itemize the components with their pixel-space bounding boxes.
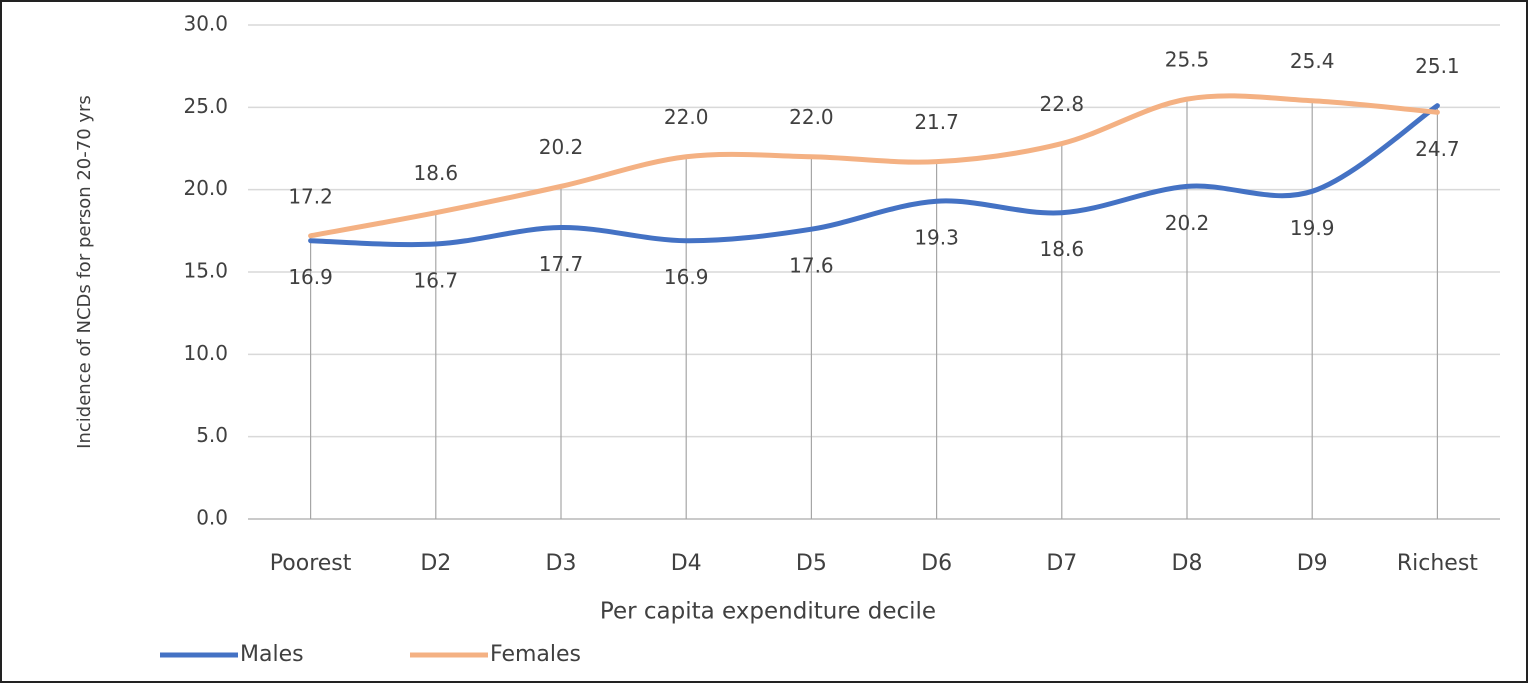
data-label: 22.0 (789, 105, 834, 129)
x-tick-label: D8 (1172, 551, 1203, 576)
data-label: 17.6 (789, 254, 834, 278)
y-tick-label: 0.0 (196, 506, 228, 530)
x-tick-label: D9 (1297, 551, 1328, 576)
data-label: 16.9 (664, 265, 709, 289)
x-tick-label: D2 (420, 551, 451, 576)
legend-label: Males (240, 642, 304, 667)
y-tick-label: 5.0 (196, 423, 228, 447)
y-tick-label: 20.0 (183, 176, 228, 200)
y-axis-title: Incidence of NCDs for person 20-70 yrs (74, 95, 95, 449)
legend-label: Females (490, 642, 581, 667)
x-tick-label: Poorest (270, 551, 352, 576)
data-label: 16.9 (288, 265, 333, 289)
series-line (308, 93, 1440, 239)
x-axis-title: Per capita expenditure decile (600, 599, 936, 625)
x-tick-label: D7 (1046, 551, 1077, 576)
data-label: 18.6 (1040, 237, 1085, 261)
x-tick-label: D6 (921, 551, 952, 576)
data-label: 25.5 (1165, 48, 1210, 72)
data-label: 19.3 (914, 226, 959, 250)
y-tick-label: 30.0 (183, 12, 228, 36)
data-label: 20.2 (539, 135, 584, 159)
x-tick-label: D4 (671, 551, 702, 576)
data-label: 22.0 (664, 105, 709, 129)
data-label: 16.7 (414, 269, 459, 293)
data-label: 18.6 (414, 161, 459, 185)
data-label: 21.7 (914, 110, 959, 134)
data-label: 25.4 (1290, 49, 1335, 73)
x-tick-label: D3 (546, 551, 577, 576)
x-tick-label: Richest (1397, 551, 1478, 576)
data-label: 17.2 (288, 184, 333, 208)
y-tick-label: 10.0 (183, 341, 228, 365)
data-label: 17.7 (539, 252, 584, 276)
data-label: 20.2 (1165, 211, 1210, 235)
data-label: 19.9 (1290, 216, 1335, 240)
data-label: 25.1 (1415, 54, 1460, 78)
data-label: 22.8 (1040, 92, 1085, 116)
y-tick-label: 15.0 (183, 259, 228, 283)
series-line (308, 103, 1440, 248)
data-label: 24.7 (1415, 137, 1460, 161)
x-tick-label: D5 (796, 551, 827, 576)
y-tick-label: 25.0 (183, 94, 228, 118)
